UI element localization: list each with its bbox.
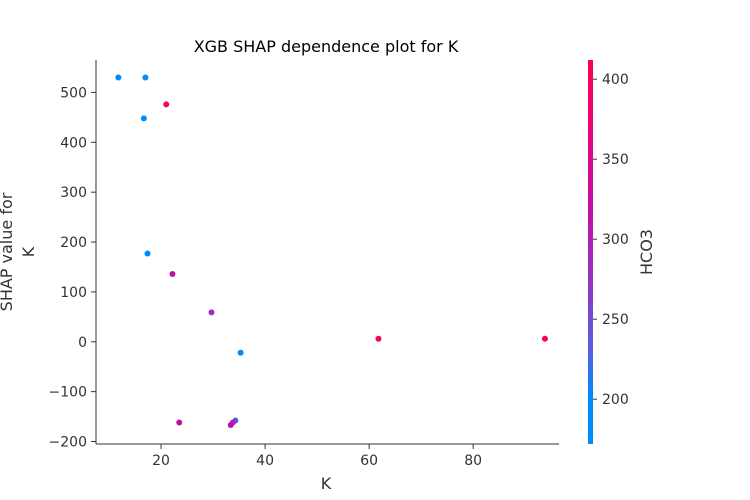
x-tick-label: 40 [256,453,274,469]
x-tick-label: 60 [360,453,378,469]
colorbar-tick-label: 200 [602,392,629,408]
scatter-point [115,74,122,81]
scatter-point [227,422,234,429]
y-tick-label: 500 [60,85,87,101]
scatter-points [115,74,548,429]
scatter-point [176,419,183,426]
y-tick-label: 0 [78,335,87,351]
y-tick-label: 100 [60,285,87,301]
y-tick-label: 300 [60,185,87,201]
x-tick-label: 20 [152,453,170,469]
axes: 20 40 60 80 −200 −100 0 100 200 300 400 500 [49,60,559,469]
scatter-point [140,115,147,122]
y-tick-label: 200 [60,235,87,251]
colorbar-tick-label: 300 [602,232,629,248]
y-axis-label-line1: SHAP value for [0,192,16,311]
y-axis-label-line2: K [19,246,38,257]
colorbar-tick-label: 400 [602,72,629,88]
scatter-point [375,335,382,342]
y-tick-label: −200 [49,435,87,451]
x-axis-label: K [321,474,332,493]
scatter-point [144,250,151,257]
scatter-point [237,349,244,356]
scatter-point [163,101,170,108]
colorbar-tick-label: 350 [602,152,629,168]
colorbar-tick-label: 250 [602,312,629,328]
scatter-point [541,335,548,342]
chart-title: XGB SHAP dependence plot for K [194,37,459,56]
colorbar-label: HCO3 [637,229,656,275]
x-tick-label: 80 [464,453,482,469]
colorbar: 200 250 300 350 400 [588,60,629,444]
y-tick-label: −100 [49,385,87,401]
scatter-point [208,309,215,316]
scatter-point [142,74,149,81]
scatter-point [169,270,176,277]
colorbar-gradient [588,60,593,444]
y-tick-label: 400 [60,135,87,151]
